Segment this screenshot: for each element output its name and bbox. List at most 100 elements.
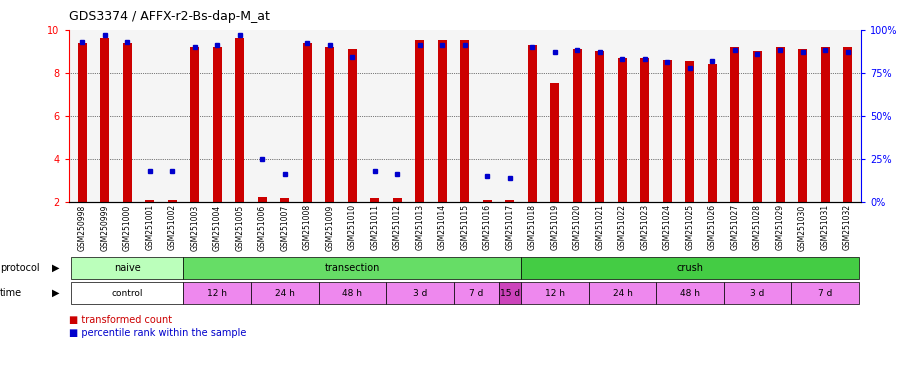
Text: GSM251025: GSM251025: [685, 204, 694, 250]
Text: GSM250998: GSM250998: [78, 204, 87, 250]
Bar: [791, 282, 859, 305]
Text: ■ transformed count: ■ transformed count: [69, 315, 172, 325]
Text: GSM251028: GSM251028: [753, 204, 762, 250]
Text: GSM251016: GSM251016: [483, 204, 492, 250]
Text: GSM251029: GSM251029: [776, 204, 784, 250]
Text: GSM251030: GSM251030: [798, 204, 807, 250]
Bar: [319, 282, 386, 305]
Bar: [572, 49, 582, 202]
Text: GDS3374 / AFFX-r2-Bs-dap-M_at: GDS3374 / AFFX-r2-Bs-dap-M_at: [69, 10, 269, 23]
Text: 12 h: 12 h: [545, 289, 565, 298]
Text: ▶: ▶: [52, 288, 60, 298]
Bar: [730, 47, 739, 202]
Bar: [821, 47, 830, 202]
Bar: [589, 282, 656, 305]
Bar: [708, 64, 717, 202]
Text: GSM251020: GSM251020: [572, 204, 582, 250]
Text: 3 d: 3 d: [750, 289, 765, 298]
Text: GSM251017: GSM251017: [506, 204, 515, 250]
Bar: [685, 61, 694, 202]
Bar: [656, 282, 724, 305]
Text: control: control: [112, 289, 143, 298]
Text: GSM251031: GSM251031: [821, 204, 830, 250]
Text: crush: crush: [677, 263, 703, 273]
Bar: [843, 47, 852, 202]
Bar: [521, 257, 859, 279]
Bar: [280, 199, 289, 202]
Bar: [123, 43, 132, 202]
Text: GSM251010: GSM251010: [348, 204, 357, 250]
Bar: [663, 60, 672, 202]
Bar: [370, 199, 379, 202]
Text: 24 h: 24 h: [275, 289, 295, 298]
Bar: [483, 200, 492, 202]
Bar: [183, 282, 251, 305]
Text: GSM251013: GSM251013: [415, 204, 424, 250]
Bar: [191, 47, 200, 202]
Text: ■ percentile rank within the sample: ■ percentile rank within the sample: [69, 328, 246, 338]
Text: naive: naive: [114, 263, 140, 273]
Bar: [303, 43, 311, 202]
Text: GSM251014: GSM251014: [438, 204, 447, 250]
Bar: [325, 47, 334, 202]
Text: GSM251021: GSM251021: [595, 204, 605, 250]
Text: GSM251024: GSM251024: [663, 204, 672, 250]
Bar: [453, 282, 498, 305]
Text: 24 h: 24 h: [613, 289, 632, 298]
Bar: [251, 282, 319, 305]
Text: GSM251005: GSM251005: [235, 204, 245, 250]
Text: GSM250999: GSM250999: [100, 204, 109, 251]
Bar: [640, 58, 649, 202]
Bar: [235, 38, 245, 202]
Text: GSM251008: GSM251008: [303, 204, 311, 250]
Text: 7 d: 7 d: [818, 289, 833, 298]
Text: GSM251015: GSM251015: [461, 204, 469, 250]
Text: GSM251027: GSM251027: [730, 204, 739, 250]
Text: time: time: [0, 288, 22, 298]
Text: GSM251002: GSM251002: [168, 204, 177, 250]
Bar: [386, 282, 453, 305]
Bar: [71, 282, 183, 305]
Text: ▶: ▶: [52, 263, 60, 273]
Bar: [78, 43, 87, 202]
Text: GSM251001: GSM251001: [146, 204, 154, 250]
Text: GSM251006: GSM251006: [257, 204, 267, 250]
Bar: [183, 257, 521, 279]
Bar: [213, 47, 222, 202]
Bar: [724, 282, 791, 305]
Text: GSM251000: GSM251000: [123, 204, 132, 250]
Bar: [506, 200, 515, 202]
Text: 7 d: 7 d: [469, 289, 484, 298]
Text: GSM251007: GSM251007: [280, 204, 289, 250]
Text: 48 h: 48 h: [343, 289, 363, 298]
Text: 12 h: 12 h: [207, 289, 227, 298]
Text: 48 h: 48 h: [680, 289, 700, 298]
Bar: [168, 200, 177, 202]
Bar: [415, 40, 424, 202]
Text: GSM251019: GSM251019: [551, 204, 560, 250]
Bar: [753, 51, 762, 202]
Bar: [528, 45, 537, 202]
Text: transection: transection: [324, 263, 380, 273]
Bar: [146, 200, 154, 202]
Bar: [100, 38, 109, 202]
Text: 3 d: 3 d: [413, 289, 427, 298]
Bar: [798, 49, 807, 202]
Bar: [498, 282, 521, 305]
Text: GSM251026: GSM251026: [708, 204, 717, 250]
Text: GSM251023: GSM251023: [640, 204, 649, 250]
Bar: [461, 40, 469, 202]
Text: GSM251022: GSM251022: [618, 204, 627, 250]
Bar: [521, 282, 589, 305]
Bar: [393, 199, 402, 202]
Text: GSM251009: GSM251009: [325, 204, 334, 250]
Bar: [348, 49, 357, 202]
Text: GSM251011: GSM251011: [370, 204, 379, 250]
Text: 15 d: 15 d: [500, 289, 520, 298]
Bar: [438, 40, 447, 202]
Bar: [71, 257, 183, 279]
Text: GSM251003: GSM251003: [191, 204, 200, 250]
Bar: [776, 47, 784, 202]
Bar: [551, 83, 560, 202]
Text: GSM251032: GSM251032: [843, 204, 852, 250]
